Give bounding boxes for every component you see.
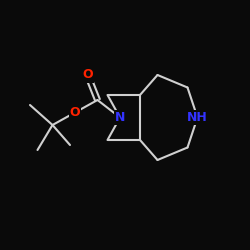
Text: O: O bbox=[82, 68, 93, 82]
Text: O: O bbox=[70, 106, 80, 119]
Text: N: N bbox=[115, 111, 125, 124]
Text: NH: NH bbox=[187, 111, 208, 124]
